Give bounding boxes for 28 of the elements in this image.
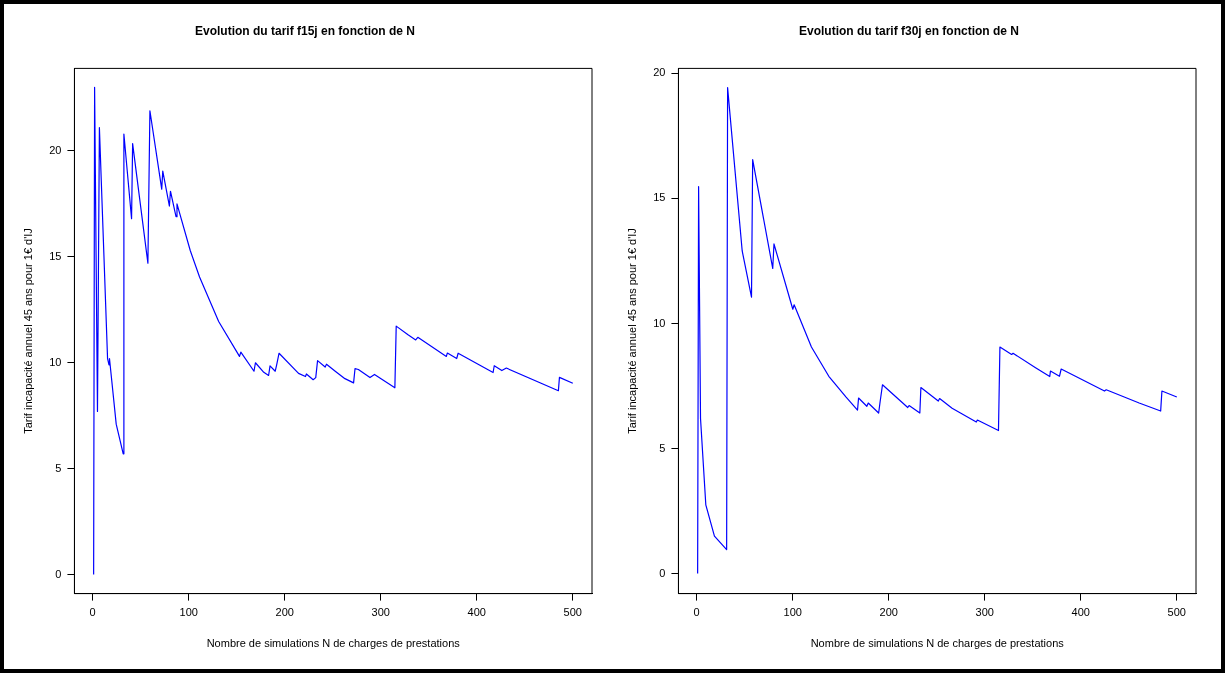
x-tick-label: 100 bbox=[783, 606, 802, 619]
x-tick-label: 0 bbox=[693, 606, 700, 619]
y-tick-label: 20 bbox=[49, 144, 62, 157]
x-axis-title: Nombre de simulations N de charges de prestations bbox=[206, 637, 461, 650]
y-tick-label: 0 bbox=[55, 567, 62, 580]
x-tick-label: 500 bbox=[1167, 606, 1186, 619]
y-tick-label: 20 bbox=[653, 66, 666, 79]
x-tick-label: 0 bbox=[89, 606, 96, 619]
x-tick-label: 300 bbox=[371, 606, 390, 619]
x-tick-label: 200 bbox=[275, 606, 294, 619]
chart-title: Evolution du tarif f15j en fonction de N bbox=[194, 23, 416, 38]
y-tick-label: 15 bbox=[653, 191, 666, 204]
y-tick-label: 15 bbox=[49, 249, 62, 262]
y-axis-title: Tarif incapacité annuel 45 ans pour 1€ d'IJ bbox=[21, 228, 34, 434]
x-tick-label: 100 bbox=[179, 606, 198, 619]
y-axis-title: Tarif incapacité annuel 45 ans pour 1€ d'IJ bbox=[625, 228, 638, 434]
x-tick-label: 500 bbox=[563, 606, 582, 619]
y-tick-label: 5 bbox=[55, 461, 62, 474]
y-tick-label: 5 bbox=[659, 441, 666, 454]
chart-title: Evolution du tarif f30j en fonction de N bbox=[798, 23, 1020, 38]
y-tick-label: 10 bbox=[49, 355, 62, 368]
x-axis-title: Nombre de simulations N de charges de prestations bbox=[810, 637, 1065, 650]
y-tick-label: 0 bbox=[659, 566, 666, 579]
x-tick-label: 200 bbox=[879, 606, 898, 619]
y-tick-label: 10 bbox=[653, 316, 666, 329]
x-tick-label: 400 bbox=[467, 606, 486, 619]
x-tick-label: 300 bbox=[975, 606, 994, 619]
x-tick-label: 400 bbox=[1071, 606, 1090, 619]
